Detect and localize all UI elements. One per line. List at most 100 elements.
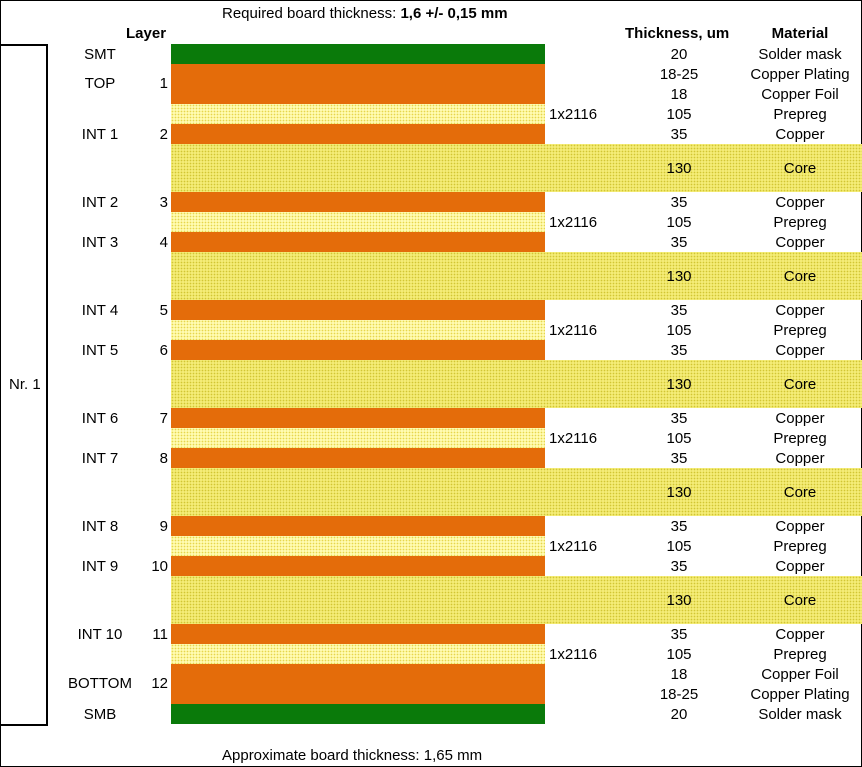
material-name: Core [783, 160, 817, 177]
stack-bracket [0, 44, 48, 726]
material-name: Copper [775, 302, 825, 319]
thickness-value: 35 [670, 626, 688, 643]
layer-name: SMB [83, 706, 117, 723]
material-name: Copper Foil [761, 666, 839, 683]
layer-number: 6 [159, 342, 168, 359]
layer-prepreg [171, 644, 545, 664]
layer-number: 3 [159, 194, 168, 211]
layer-core [171, 576, 862, 624]
thickness-value: 35 [670, 518, 688, 535]
layer-solder-mask-bottom [171, 704, 545, 724]
thickness-value: 35 [670, 450, 688, 467]
thickness-value: 35 [670, 410, 688, 427]
layer-number: 5 [159, 302, 168, 319]
prepreg-label: 1x2116 [549, 646, 598, 663]
material-name: Prepreg [773, 430, 827, 447]
thickness-value: 18 [670, 666, 688, 683]
layer-copper [171, 340, 545, 360]
layer-number: 8 [159, 450, 168, 467]
prepreg-label: 1x2116 [549, 322, 598, 339]
material-name: Solder mask [758, 706, 842, 723]
prepreg-label: 1x2116 [549, 106, 598, 123]
layer-number: 2 [159, 126, 168, 143]
layer-number: 7 [159, 410, 168, 427]
layer-name: INT 2 [81, 194, 119, 211]
col-header-layer: Layer [126, 25, 167, 42]
layer-copper [171, 556, 545, 576]
layer-name: INT 6 [81, 410, 119, 427]
layer-name: BOTTOM [68, 675, 132, 692]
material-name: Copper [775, 626, 825, 643]
layer-name: INT 8 [81, 518, 119, 535]
material-name: Core [783, 268, 817, 285]
layer-core [171, 252, 862, 300]
col-header-thickness: Thickness, um [625, 25, 730, 42]
thickness-value: 105 [666, 430, 692, 447]
col-header-material: Material [771, 25, 829, 42]
material-name: Prepreg [773, 538, 827, 555]
material-name: Prepreg [773, 106, 827, 123]
layer-copper [171, 408, 545, 428]
material-name: Copper [775, 558, 825, 575]
thickness-value: 130 [666, 592, 692, 609]
layer-core [171, 144, 862, 192]
material-name: Copper [775, 194, 825, 211]
thickness-value: 35 [670, 558, 688, 575]
layer-prepreg [171, 536, 545, 556]
layer-name: INT 4 [81, 302, 119, 319]
layer-name: INT 10 [77, 626, 123, 643]
required-thickness: Required board thickness: 1,6 +/- 0,15 m… [222, 5, 508, 23]
material-name: Copper [775, 518, 825, 535]
layer-core [171, 360, 862, 408]
layer-copper [171, 232, 545, 252]
layer-prepreg [171, 212, 545, 232]
layer-number: 12 [151, 675, 168, 692]
thickness-value: 105 [666, 322, 692, 339]
stack-label: Nr. 1 [9, 376, 41, 393]
layer-copper [171, 192, 545, 212]
layer-name: SMT [84, 46, 116, 63]
layer-copper [171, 516, 545, 536]
thickness-value: 130 [666, 268, 692, 285]
layer-copper [171, 300, 545, 320]
layer-copper [171, 124, 545, 144]
thickness-value: 18 [670, 86, 688, 103]
layer-number: 1 [159, 75, 168, 92]
layer-number: 4 [159, 234, 168, 251]
layer-name: INT 5 [81, 342, 119, 359]
layer-number: 10 [151, 558, 168, 575]
material-name: Copper [775, 342, 825, 359]
material-name: Solder mask [758, 46, 842, 63]
material-name: Prepreg [773, 646, 827, 663]
material-name: Core [783, 484, 817, 501]
thickness-value: 105 [666, 538, 692, 555]
material-name: Copper Foil [761, 86, 839, 103]
material-name: Copper [775, 410, 825, 427]
layer-prepreg [171, 104, 545, 124]
layer-core [171, 468, 862, 516]
material-name: Prepreg [773, 322, 827, 339]
prepreg-label: 1x2116 [549, 538, 598, 555]
thickness-value: 35 [670, 342, 688, 359]
material-name: Core [783, 592, 817, 609]
layer-copper [171, 448, 545, 468]
material-name: Core [783, 376, 817, 393]
required-thickness-label: Required board thickness: [222, 5, 397, 22]
layer-name: TOP [84, 75, 116, 92]
thickness-value: 105 [666, 214, 692, 231]
layer-name: INT 3 [81, 234, 119, 251]
thickness-value: 130 [666, 376, 692, 393]
approx-thickness: Approximate board thickness: 1,65 mm [222, 747, 483, 764]
required-thickness-value: 1,6 +/- 0,15 mm [400, 5, 508, 22]
material-name: Prepreg [773, 214, 827, 231]
thickness-value: 18-25 [659, 686, 699, 703]
thickness-value: 20 [670, 706, 688, 723]
thickness-value: 130 [666, 484, 692, 501]
prepreg-label: 1x2116 [549, 214, 598, 231]
thickness-value: 35 [670, 126, 688, 143]
layer-prepreg [171, 320, 545, 340]
thickness-value: 35 [670, 302, 688, 319]
thickness-value: 20 [670, 46, 688, 63]
thickness-value: 130 [666, 160, 692, 177]
material-name: Copper [775, 126, 825, 143]
